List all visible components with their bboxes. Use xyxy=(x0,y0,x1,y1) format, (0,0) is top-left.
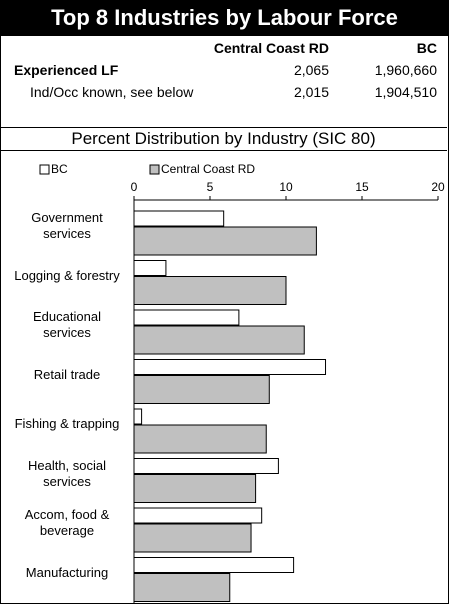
category-label: Fishing & trapping xyxy=(14,416,120,431)
cell: 1,904,510 xyxy=(374,84,437,100)
bar xyxy=(133,309,240,326)
x-tick-label: 0 xyxy=(131,180,138,194)
bar xyxy=(133,375,270,404)
x-tick-label: 15 xyxy=(355,180,369,194)
column-header: Central Coast RD xyxy=(213,40,329,56)
bar xyxy=(133,359,327,375)
bar xyxy=(133,325,305,355)
bar xyxy=(133,507,263,524)
x-tick-label: 5 xyxy=(207,180,214,194)
bar xyxy=(133,523,252,553)
cell: 2,065 xyxy=(293,62,329,78)
bar xyxy=(133,276,287,305)
category-label: Manufacturing xyxy=(25,564,109,580)
x-tick-label: 20 xyxy=(431,180,445,194)
category-label: Health, social services xyxy=(27,457,107,489)
cell: 1,960,660 xyxy=(374,62,437,78)
bar xyxy=(133,424,267,454)
legend-swatch xyxy=(39,164,50,175)
legend-swatch xyxy=(149,164,160,175)
section-title: Percent Distribution by Industry (SIC 80… xyxy=(0,127,447,151)
bar xyxy=(133,557,295,573)
chart: BC Central Coast RD 0 5 10 15 20 xyxy=(39,162,445,604)
cell: 2,015 xyxy=(293,84,329,100)
category-label: Logging & forestry xyxy=(14,267,120,283)
bar xyxy=(133,573,231,602)
title: Top 8 Industries by Labour Force xyxy=(0,0,449,36)
bar xyxy=(133,226,317,256)
category-label: Educational services xyxy=(33,309,101,340)
legend-label: BC xyxy=(51,162,68,176)
x-tick-label: 10 xyxy=(279,180,293,194)
category-label: Government services xyxy=(31,210,103,241)
bar xyxy=(133,408,143,425)
bar xyxy=(133,474,257,503)
bar xyxy=(133,260,167,276)
bar xyxy=(133,458,279,474)
bar xyxy=(133,210,225,227)
row-label: Ind/Occ known, see below xyxy=(30,84,194,100)
category-label: Retail trade xyxy=(33,366,101,382)
legend-label: Central Coast RD xyxy=(161,162,255,176)
row-label: Experienced LF xyxy=(14,62,119,78)
column-header: BC xyxy=(416,40,437,56)
category-label: Accom, food & beverage xyxy=(24,507,110,538)
